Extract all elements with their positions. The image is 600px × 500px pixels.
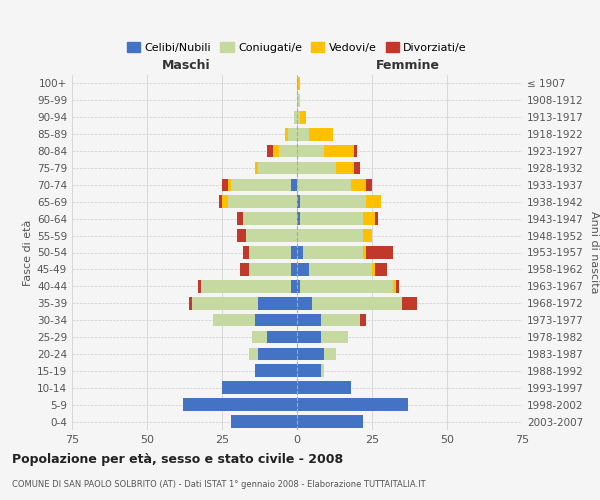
- Bar: [222, 196, 228, 208]
- Bar: [360, 314, 366, 326]
- Bar: [267, 144, 273, 158]
- Bar: [246, 230, 297, 242]
- Bar: [363, 212, 375, 225]
- Bar: [273, 144, 279, 158]
- Bar: [255, 364, 297, 377]
- Bar: [366, 178, 372, 191]
- Legend: Celibi/Nubili, Coniugati/e, Vedovi/e, Divorziati/e: Celibi/Nubili, Coniugati/e, Vedovi/e, Di…: [122, 38, 472, 58]
- Bar: [258, 348, 297, 360]
- Text: Popolazione per età, sesso e stato civile - 2008: Popolazione per età, sesso e stato civil…: [12, 452, 343, 466]
- Bar: [297, 196, 300, 208]
- Bar: [183, 398, 297, 411]
- Bar: [303, 246, 363, 259]
- Bar: [258, 162, 297, 174]
- Bar: [297, 128, 309, 140]
- Bar: [291, 178, 297, 191]
- Bar: [198, 280, 201, 292]
- Bar: [375, 212, 378, 225]
- Bar: [285, 128, 288, 140]
- Bar: [354, 144, 357, 158]
- Bar: [237, 212, 243, 225]
- Bar: [297, 162, 336, 174]
- Bar: [291, 280, 297, 292]
- Bar: [219, 196, 222, 208]
- Bar: [231, 415, 297, 428]
- Bar: [252, 330, 267, 344]
- Bar: [393, 280, 396, 292]
- Bar: [243, 212, 297, 225]
- Text: Maschi: Maschi: [161, 58, 211, 71]
- Bar: [228, 196, 297, 208]
- Bar: [297, 364, 321, 377]
- Bar: [201, 280, 291, 292]
- Bar: [243, 246, 249, 259]
- Bar: [312, 297, 402, 310]
- Bar: [291, 263, 297, 276]
- Bar: [297, 297, 312, 310]
- Bar: [363, 230, 372, 242]
- Bar: [363, 246, 366, 259]
- Bar: [309, 128, 333, 140]
- Bar: [309, 263, 372, 276]
- Bar: [279, 144, 297, 158]
- Bar: [240, 263, 249, 276]
- Bar: [300, 280, 393, 292]
- Bar: [297, 246, 303, 259]
- Bar: [249, 246, 291, 259]
- Bar: [297, 330, 321, 344]
- Bar: [222, 178, 228, 191]
- Bar: [366, 196, 381, 208]
- Bar: [402, 297, 417, 310]
- Y-axis label: Anni di nascita: Anni di nascita: [589, 211, 599, 294]
- Bar: [297, 263, 309, 276]
- Bar: [297, 314, 321, 326]
- Bar: [255, 314, 297, 326]
- Bar: [297, 280, 300, 292]
- Bar: [300, 212, 363, 225]
- Bar: [228, 178, 231, 191]
- Bar: [297, 212, 300, 225]
- Bar: [297, 111, 300, 124]
- Bar: [297, 398, 408, 411]
- Bar: [297, 382, 351, 394]
- Bar: [189, 297, 192, 310]
- Bar: [396, 280, 399, 292]
- Bar: [300, 196, 366, 208]
- Bar: [321, 314, 360, 326]
- Bar: [372, 263, 375, 276]
- Bar: [321, 330, 348, 344]
- Bar: [297, 94, 300, 106]
- Bar: [192, 297, 258, 310]
- Bar: [336, 162, 354, 174]
- Bar: [294, 111, 297, 124]
- Bar: [300, 111, 306, 124]
- Bar: [321, 364, 324, 377]
- Bar: [258, 297, 297, 310]
- Text: Femmine: Femmine: [376, 58, 440, 71]
- Bar: [255, 162, 258, 174]
- Text: COMUNE DI SAN PAOLO SOLBRITO (AT) - Dati ISTAT 1° gennaio 2008 - Elaborazione TU: COMUNE DI SAN PAOLO SOLBRITO (AT) - Dati…: [12, 480, 425, 489]
- Bar: [297, 144, 324, 158]
- Bar: [324, 144, 354, 158]
- Bar: [267, 330, 297, 344]
- Bar: [375, 263, 387, 276]
- Bar: [297, 77, 300, 90]
- Y-axis label: Fasce di età: Fasce di età: [23, 220, 33, 286]
- Bar: [297, 178, 351, 191]
- Bar: [297, 348, 324, 360]
- Bar: [222, 382, 297, 394]
- Bar: [249, 348, 258, 360]
- Bar: [291, 246, 297, 259]
- Bar: [366, 246, 393, 259]
- Bar: [237, 230, 246, 242]
- Bar: [213, 314, 255, 326]
- Bar: [351, 178, 366, 191]
- Bar: [324, 348, 336, 360]
- Bar: [288, 128, 297, 140]
- Bar: [231, 178, 291, 191]
- Bar: [297, 230, 363, 242]
- Bar: [354, 162, 360, 174]
- Bar: [297, 415, 363, 428]
- Bar: [249, 263, 291, 276]
